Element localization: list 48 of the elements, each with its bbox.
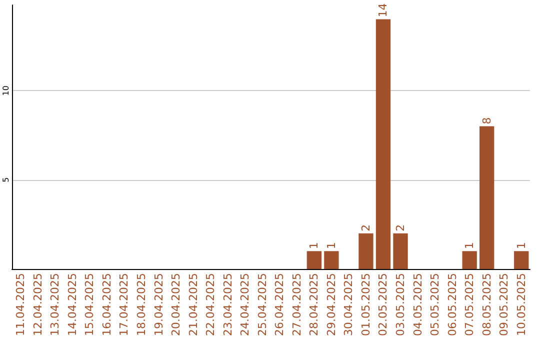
x-tick-label: 06.05.2025 xyxy=(446,273,459,336)
bar xyxy=(324,251,339,269)
x-tick-label: 08.05.2025 xyxy=(480,273,494,336)
x-tick-label: 17.04.2025 xyxy=(118,273,131,336)
bar xyxy=(306,251,322,269)
x-tick-label: 15.04.2025 xyxy=(83,273,96,336)
x-tick-label: 01.05.2025 xyxy=(359,273,372,336)
bar xyxy=(479,126,494,269)
data-label: 2 xyxy=(394,224,407,232)
x-tick-label: 26.04.2025 xyxy=(273,273,286,336)
x-tick-label: 30.04.2025 xyxy=(342,273,356,336)
data-label: 2 xyxy=(359,224,372,232)
x-tick-label: 11.04.2025 xyxy=(14,273,28,336)
data-label: 1 xyxy=(308,242,321,250)
x-tick-label: 19.04.2025 xyxy=(152,273,166,336)
x-tick-label: 24.04.2025 xyxy=(238,273,252,336)
x-tick-label: 28.04.2025 xyxy=(308,273,321,336)
bar xyxy=(462,251,477,269)
x-tick-label: 03.05.2025 xyxy=(394,273,407,336)
x-tick-label: 16.04.2025 xyxy=(100,273,114,336)
data-label: 14 xyxy=(376,3,390,18)
data-label: 1 xyxy=(514,242,528,250)
x-tick-label: 04.05.2025 xyxy=(411,273,424,336)
y-tick-label: 5 xyxy=(2,177,10,182)
x-tick-label: 23.04.2025 xyxy=(221,273,234,336)
bar xyxy=(393,233,408,269)
x-tick-label: 10.05.2025 xyxy=(514,273,528,336)
x-tick-label: 07.05.2025 xyxy=(463,273,476,336)
bar xyxy=(358,233,374,269)
data-label: 1 xyxy=(324,242,338,250)
x-tick-label: 02.05.2025 xyxy=(376,273,390,336)
bar xyxy=(376,19,391,269)
x-tick-label: 27.04.2025 xyxy=(290,273,304,336)
x-tick-label: 21.04.2025 xyxy=(186,273,200,336)
x-tick-label: 14.04.2025 xyxy=(66,273,79,336)
x-tick-label: 05.05.2025 xyxy=(428,273,442,336)
x-tick-label: 09.05.2025 xyxy=(498,273,511,336)
data-label: 8 xyxy=(480,117,494,124)
bar xyxy=(514,251,529,269)
x-tick-label: 25.04.2025 xyxy=(256,273,269,336)
x-tick-label: 18.04.2025 xyxy=(135,273,148,336)
y-tick-label: 10 xyxy=(2,86,10,96)
x-tick-label: 20.04.2025 xyxy=(170,273,183,336)
x-tick-label: 22.04.2025 xyxy=(204,273,218,336)
x-tick-label: 13.04.2025 xyxy=(48,273,62,336)
x-tick-label: 12.04.2025 xyxy=(31,273,44,336)
x-tick-label: 29.04.2025 xyxy=(324,273,338,336)
data-label: 1 xyxy=(463,242,476,250)
